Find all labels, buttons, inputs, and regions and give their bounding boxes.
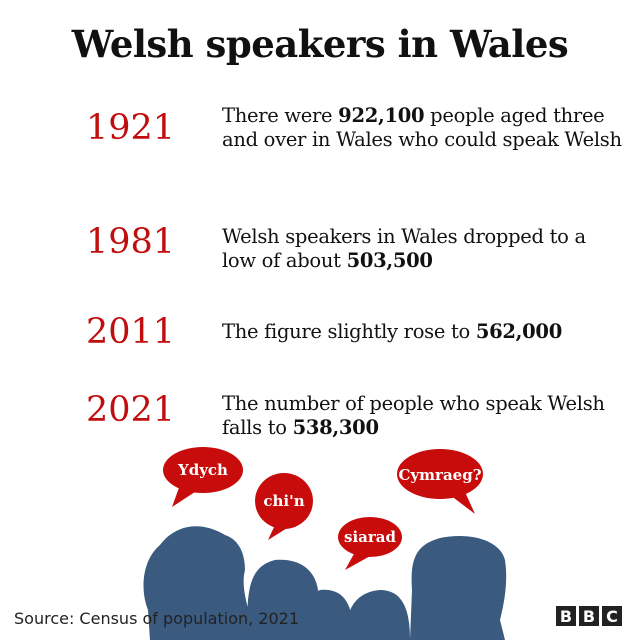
value: 922,100 bbox=[338, 104, 425, 127]
text: The number of people who speak Welsh fal… bbox=[222, 392, 605, 439]
text: Welsh speakers in Wales dropped to a low… bbox=[222, 225, 586, 272]
value: 503,500 bbox=[346, 249, 433, 272]
entry-2011-text: The figure slightly rose to 562,000 bbox=[222, 320, 622, 344]
text: There were bbox=[222, 104, 339, 127]
value: 538,300 bbox=[292, 416, 379, 439]
year-1921: 1921 bbox=[86, 108, 176, 148]
year-1981: 1981 bbox=[86, 222, 176, 262]
value: 562,000 bbox=[475, 320, 562, 343]
page-title: Welsh speakers in Wales bbox=[71, 22, 569, 66]
entry-1981-text: Welsh speakers in Wales dropped to a low… bbox=[222, 225, 622, 273]
text: The figure slightly rose to bbox=[222, 320, 476, 343]
bubble-cymraeg: Cymraeg? bbox=[399, 466, 482, 484]
bubble-chin: chi'n bbox=[263, 492, 304, 510]
entry-1921-text: There were 922,100 people aged three and… bbox=[222, 104, 622, 152]
text: people aged three and over in Wales who … bbox=[222, 104, 622, 151]
source-note: Source: Census of population, 2021 bbox=[14, 609, 300, 628]
silhouettes-illustration: Ydych chi'n siarad Cymraeg? bbox=[143, 447, 507, 640]
bubble-ydych: Ydych bbox=[177, 461, 228, 479]
people-silhouettes bbox=[143, 526, 507, 640]
year-2021: 2021 bbox=[86, 390, 176, 430]
bubble-siarad: siarad bbox=[344, 528, 396, 546]
speech-bubbles bbox=[163, 447, 483, 570]
entry-2021-text: The number of people who speak Welsh fal… bbox=[222, 392, 622, 440]
year-2011: 2011 bbox=[86, 312, 176, 352]
